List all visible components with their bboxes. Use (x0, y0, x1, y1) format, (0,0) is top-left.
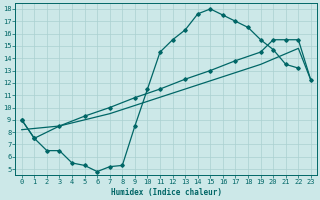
X-axis label: Humidex (Indice chaleur): Humidex (Indice chaleur) (111, 188, 222, 197)
